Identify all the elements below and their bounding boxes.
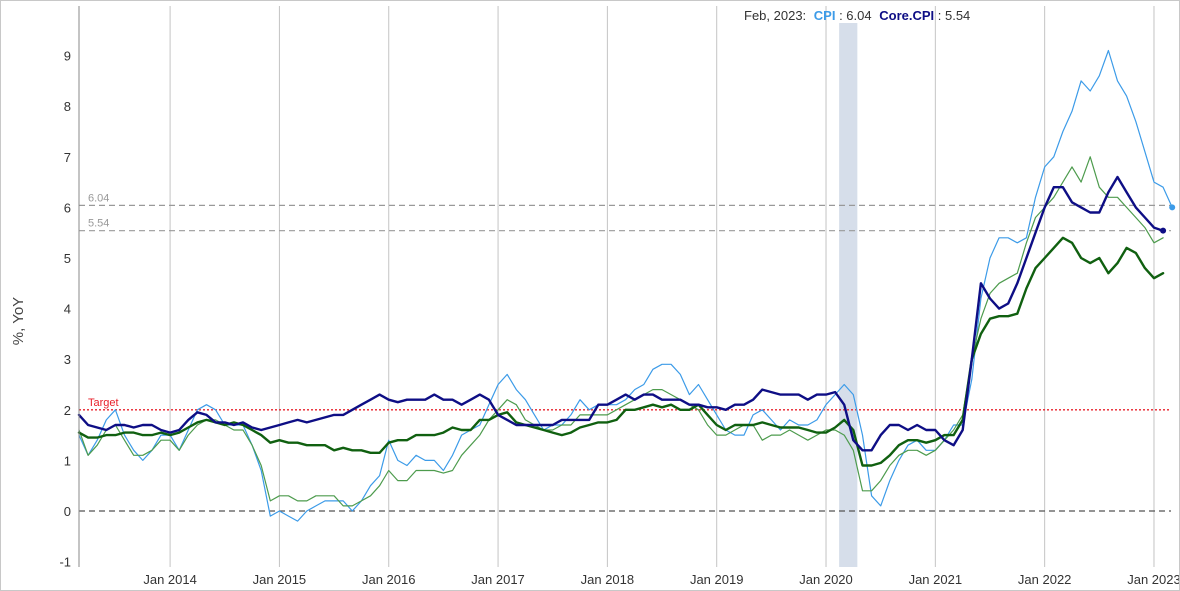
recession-band-layer bbox=[839, 23, 858, 567]
x-tick-label: Jan 2023 bbox=[1127, 572, 1179, 587]
series-line-core-cpi bbox=[77, 175, 1165, 452]
x-tick-label: Jan 2022 bbox=[1018, 572, 1072, 587]
hover-readout: Feb, 2023: CPI : 6.04 Core.CPI : 5.54 bbox=[744, 8, 970, 23]
y-tick-label: 7 bbox=[64, 150, 71, 165]
reference-lines-layer: Target 6.04 5.54 bbox=[79, 192, 1171, 512]
x-tick-label: Jan 2016 bbox=[362, 572, 416, 587]
y-tick-label: 2 bbox=[64, 403, 71, 418]
grid-layer bbox=[169, 6, 1155, 567]
readout-core-value: : 5.54 bbox=[938, 8, 971, 23]
readout-core-label: Core.CPI bbox=[879, 8, 934, 23]
axis-layer: -1 0 1 2 3 4 5 6 7 8 9 Jan 2014 Jan 2015 Jan 2016 Jan … bbox=[59, 6, 1179, 587]
series-line-cpi bbox=[78, 49, 1173, 522]
x-tick-label: Jan 2015 bbox=[253, 572, 307, 587]
series-end-point bbox=[1169, 204, 1176, 211]
x-tick-label: Jan 2021 bbox=[909, 572, 963, 587]
x-tick-label: Jan 2018 bbox=[581, 572, 635, 587]
x-tick-label: Jan 2019 bbox=[690, 572, 744, 587]
recession-band bbox=[839, 23, 858, 567]
y-tick-label: 4 bbox=[64, 302, 71, 317]
y-tick-label: 5 bbox=[64, 251, 71, 266]
y-axis-label: %, YoY bbox=[10, 297, 27, 345]
y-tick-label: 0 bbox=[64, 504, 71, 519]
y-tick-label: 1 bbox=[64, 453, 71, 468]
y-tick-label: 6 bbox=[64, 200, 71, 215]
reference-line-label: 5.54 bbox=[88, 218, 109, 230]
y-tick-label: 3 bbox=[64, 352, 71, 367]
x-tick-label: Jan 2020 bbox=[799, 572, 853, 587]
x-tick-label: Jan 2017 bbox=[471, 572, 525, 587]
reference-line-label: 6.04 bbox=[88, 192, 109, 204]
readout-date: Feb, 2023: bbox=[744, 8, 806, 23]
y-tick-label: 8 bbox=[64, 99, 71, 114]
x-tick-label: Jan 2014 bbox=[143, 572, 197, 587]
series-line-series-2 bbox=[78, 156, 1164, 507]
series-end-point bbox=[1160, 227, 1167, 234]
readout-cpi-label: CPI bbox=[814, 8, 836, 23]
series-line-series-3 bbox=[77, 236, 1165, 467]
reference-line-label: Target bbox=[88, 397, 119, 409]
series-layer bbox=[77, 49, 1176, 522]
y-tick-label: -1 bbox=[59, 555, 71, 570]
readout-cpi-value: : 6.04 bbox=[839, 8, 872, 23]
y-tick-label: 9 bbox=[64, 49, 71, 64]
